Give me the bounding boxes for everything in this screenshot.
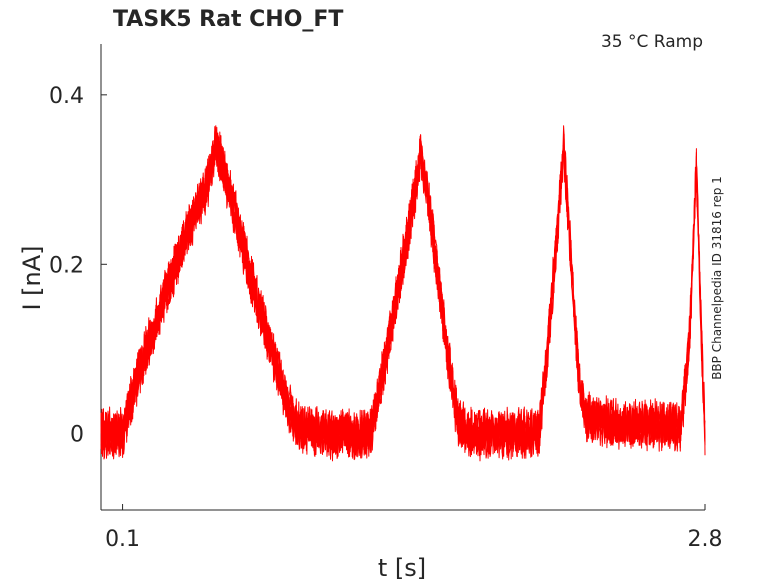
x-axis-label: t [s] — [378, 554, 426, 582]
series-group — [100, 125, 706, 462]
axes: 0.1 2.8 0 0.2 0.4 — [49, 44, 723, 552]
current-trace-line — [100, 125, 706, 460]
current-trace-line — [100, 134, 706, 460]
x-tick-label: 0.1 — [105, 527, 140, 552]
current-trace-line — [100, 126, 706, 461]
x-tick-label: 2.8 — [688, 527, 723, 552]
chart-subtitle: 35 °C Ramp — [601, 32, 703, 52]
y-tick-label: 0.2 — [49, 253, 84, 278]
channelpedia-id-label: BBP Channelpedia ID 31816 rep 1 — [710, 176, 724, 380]
chart-title: TASK5 Rat CHO_FT — [113, 7, 343, 32]
current-trace-line — [100, 131, 706, 460]
y-axis-label: I [nA] — [18, 245, 46, 310]
y-tick-label: 0.4 — [49, 84, 84, 109]
y-tick-label: 0 — [70, 423, 84, 448]
